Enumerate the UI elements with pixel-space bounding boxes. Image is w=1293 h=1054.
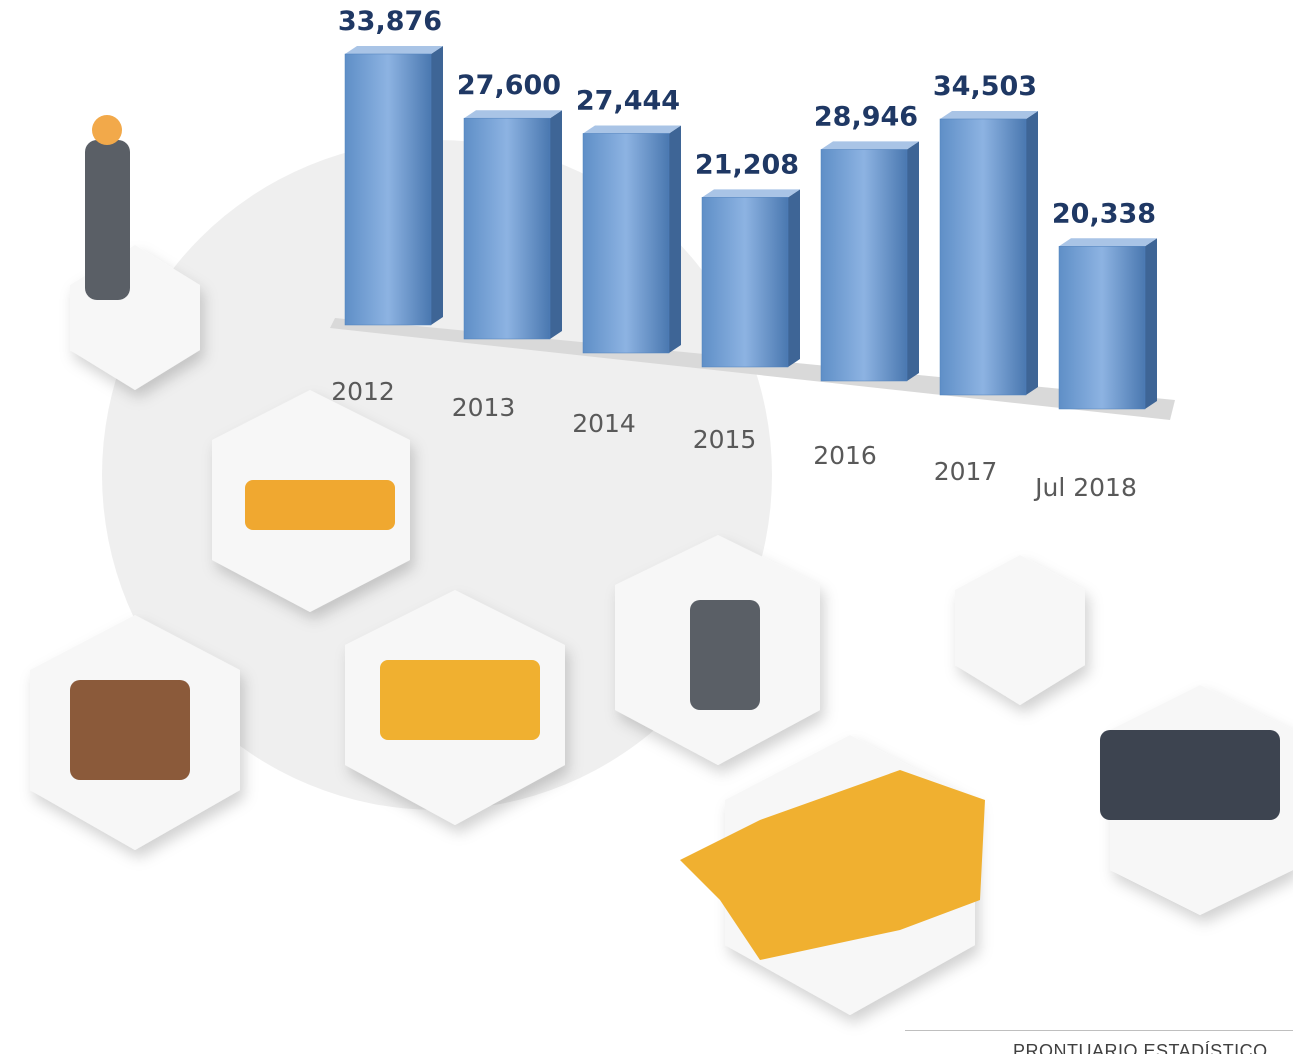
bar xyxy=(940,119,1026,395)
data-label: 28,946 xyxy=(814,101,918,132)
page: {"chart_data": {"type": "bar", "categori… xyxy=(0,0,1293,1053)
bar xyxy=(345,54,431,325)
bar-side xyxy=(1145,238,1157,409)
bar-side xyxy=(788,189,800,367)
bar-top xyxy=(583,125,681,133)
bar xyxy=(464,118,550,339)
bar-side xyxy=(1026,111,1038,395)
bar-top xyxy=(702,189,800,197)
wheelbarrow-icon xyxy=(70,680,190,780)
bar xyxy=(702,197,788,367)
truck-icon xyxy=(380,660,540,740)
data-label: 33,876 xyxy=(338,6,442,37)
data-label: 27,600 xyxy=(457,70,561,101)
x-tick-label: 2016 xyxy=(813,441,877,470)
x-tick-label: 2017 xyxy=(934,457,998,486)
bar-top xyxy=(464,110,562,118)
bar-top xyxy=(940,111,1038,119)
miner-icon xyxy=(85,140,130,300)
miner-icon xyxy=(92,115,122,145)
bar-side xyxy=(669,125,681,353)
coal-icon xyxy=(1100,730,1280,820)
footer-text: PRONTUARIO ESTADÍSTICO xyxy=(1013,1041,1268,1054)
bar xyxy=(1059,246,1145,409)
bar xyxy=(583,133,669,353)
bar-side xyxy=(907,141,919,381)
bar-top xyxy=(345,46,443,54)
bar-side xyxy=(431,46,443,325)
bar-side xyxy=(550,110,562,339)
x-tick-label: 2015 xyxy=(693,425,757,454)
footer: PRONTUARIO ESTADÍSTICO xyxy=(905,1030,1293,1054)
x-tick-label: 2014 xyxy=(572,409,636,438)
data-label: 27,444 xyxy=(576,85,680,116)
x-tick-label: Jul 2018 xyxy=(1033,473,1137,502)
x-tick-label: 2012 xyxy=(331,377,395,406)
data-label: 21,208 xyxy=(695,149,799,180)
chart: 33,876 2012 27,600 2013 27,444 2014 21,208 2015… xyxy=(0,0,1293,1053)
hexagon xyxy=(955,555,1085,705)
worker-icon xyxy=(690,600,760,710)
excavator-icon xyxy=(245,480,395,530)
bar-top xyxy=(1059,238,1157,246)
data-label: 20,338 xyxy=(1052,198,1156,229)
bar-top xyxy=(821,141,919,149)
x-tick-label: 2013 xyxy=(452,393,516,422)
data-label: 34,503 xyxy=(933,71,1037,102)
bar xyxy=(821,149,907,381)
